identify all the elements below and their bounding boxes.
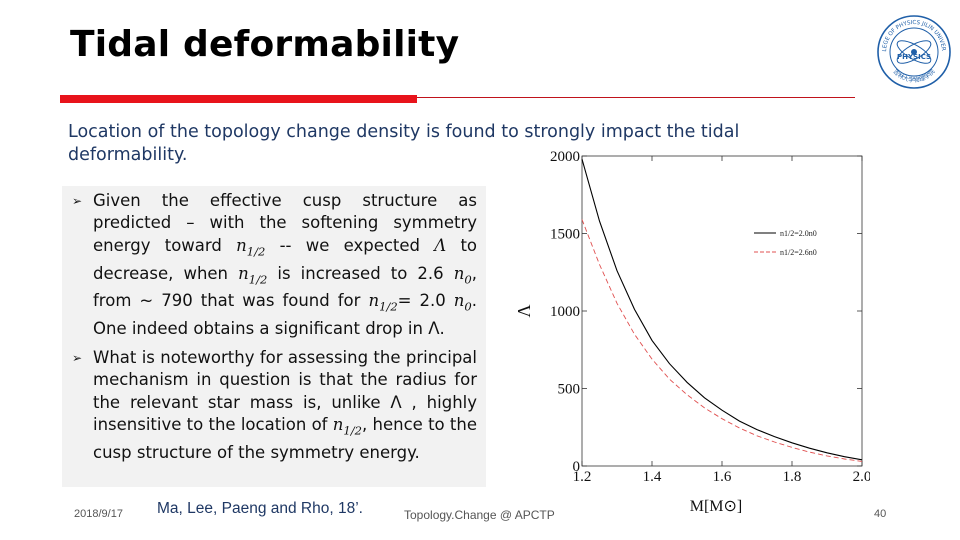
x-axis-label: M[M⊙]: [690, 498, 743, 515]
data-point: [721, 410, 722, 411]
data-point: [599, 221, 600, 222]
data-point: [739, 420, 740, 421]
data-point: [616, 303, 617, 304]
data-point: [581, 159, 582, 160]
bullet-text-run: -- we expected: [265, 235, 435, 255]
x-tick-label: 1.4: [643, 469, 662, 485]
plot-frame: [581, 155, 863, 467]
data-point: [669, 363, 670, 364]
bullet-text-run: = 2.0: [397, 291, 454, 311]
data-point: [791, 447, 792, 448]
page-number: 40: [874, 508, 887, 520]
y-tick-label: 0: [573, 459, 581, 475]
intro-text: Location of the topology change density …: [68, 122, 740, 165]
data-point: [809, 451, 810, 452]
data-point: [686, 394, 687, 395]
x-tick-label: 1.6: [713, 469, 732, 485]
arrow-bullet-icon: ➢: [72, 351, 83, 365]
data-point: [669, 379, 670, 380]
y-tick-label: 2000: [550, 149, 580, 165]
data-point: [651, 358, 652, 359]
data-point: [721, 418, 722, 419]
title-accent-bar: [60, 95, 417, 103]
logo-center-text: PHYSICS: [897, 53, 931, 61]
slide-title: Tidal deformability: [70, 24, 460, 65]
y-tick-label: 500: [558, 382, 581, 398]
bullet-text-run: . One indeed obtains a significant drop …: [93, 291, 477, 338]
title-divider-line: [417, 97, 855, 98]
data-point: [791, 442, 792, 443]
footer-event: Topology.Change @ APCTP: [404, 508, 555, 522]
university-logo: COLLEGE OF PHYSICS JILIN UNIVERSITY 吉林大学…: [876, 14, 951, 89]
data-point: [686, 382, 687, 383]
y-tick-label: 1500: [550, 227, 580, 243]
data-point: [704, 397, 705, 398]
data-point: [634, 309, 635, 310]
data-point: [826, 452, 827, 453]
math-symbol: n1/2: [236, 235, 266, 259]
bullet-text-run: Given the effective cusp structure as pr…: [93, 191, 477, 255]
bullet-item: ➢ What is noteworthy for assessing the p…: [72, 347, 477, 464]
data-point: [599, 264, 600, 265]
bullet-item: ➢ Given the effective cusp structure as …: [72, 190, 477, 340]
data-point: [809, 448, 810, 449]
math-symbol: n1/2: [238, 263, 268, 286]
data-point: [616, 270, 617, 271]
legend-entry: n1/2=2.0n0: [780, 229, 817, 238]
data-point: [581, 219, 582, 220]
x-tick-label: 1.8: [783, 469, 802, 485]
bullet-text: Given the effective cusp structure as pr…: [93, 190, 477, 340]
data-point: [844, 456, 845, 457]
math-symbol: n0: [453, 263, 472, 286]
data-point: [634, 334, 635, 335]
bullet-text-run: , from ~ 790 that was found for: [93, 263, 477, 311]
legend-entry: n1/2=2.6n0: [780, 248, 817, 257]
bullet-text-run: What is noteworthy for assessing the pri…: [93, 348, 477, 435]
data-point: [774, 436, 775, 437]
data-point: [861, 461, 862, 462]
data-point: [861, 459, 862, 460]
footer-date: 2018/9/17: [74, 508, 123, 520]
data-point: [704, 407, 705, 408]
x-tick-label: 2.0: [853, 469, 870, 485]
series-line-2: [581, 219, 863, 462]
bullet-text-run: to decrease, when: [93, 235, 478, 283]
series-line-1: [581, 158, 863, 461]
data-point: [756, 435, 757, 436]
x-tick-label: 1.2: [573, 469, 592, 485]
bullet-panel: ➢ Given the effective cusp structure as …: [62, 186, 486, 487]
data-point: [739, 427, 740, 428]
arrow-bullet-icon: ➢: [72, 194, 83, 208]
math-symbol: n1/2: [368, 291, 398, 314]
bullet-text-run: is increased to 2.6: [267, 263, 454, 283]
footer-citation: Ma, Lee, Paeng and Rho, 18’.: [157, 500, 363, 517]
data-point: [826, 455, 827, 456]
y-tick-label: 1000: [550, 304, 580, 320]
bullet-text-run: , hence to the cusp structure of the sym…: [93, 415, 477, 462]
data-point: [774, 441, 775, 442]
data-point: [756, 429, 757, 430]
data-point: [651, 340, 652, 341]
bullet-text: What is noteworthy for assessing the pri…: [93, 347, 477, 464]
y-axis-label: Λ: [514, 304, 534, 317]
math-symbol: n0: [453, 291, 472, 314]
math-symbol: n1/2: [332, 415, 362, 438]
math-symbol: Λ: [434, 235, 447, 255]
data-point: [844, 458, 845, 459]
tidal-deformability-chart: 1.2 1.4 1.6 1.8 2.0 0 500 1000 1500 2000 M[M⊙] Λn1/…: [514, 149, 870, 515]
